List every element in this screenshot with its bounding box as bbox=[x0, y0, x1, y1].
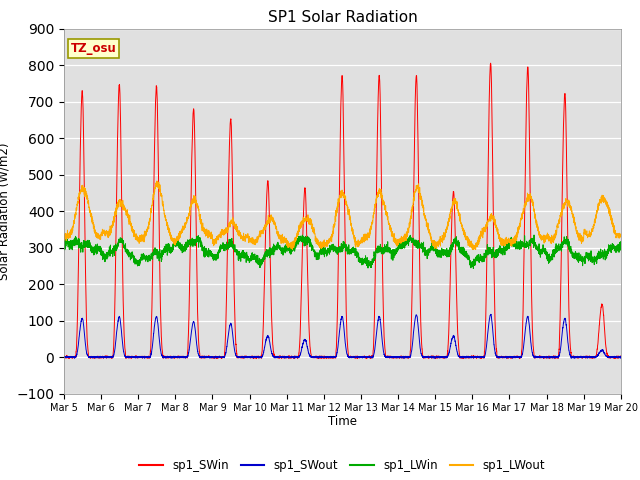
sp1_LWout bbox=[322, 242, 330, 248]
sp1_SWin bbox=[616, 354, 624, 360]
sp1_SWout bbox=[160, 354, 168, 360]
sp1_SWout bbox=[322, 354, 330, 360]
sp1_SWin bbox=[322, 355, 330, 360]
sp1_LWin bbox=[499, 252, 507, 258]
sp1_SWin bbox=[436, 355, 444, 360]
sp1_LWout bbox=[60, 233, 68, 239]
sp1_SWin bbox=[487, 60, 495, 66]
sp1_LWin bbox=[530, 232, 538, 238]
sp1_LWin bbox=[470, 265, 477, 271]
sp1_LWin bbox=[60, 241, 68, 247]
sp1_LWin bbox=[616, 247, 624, 253]
sp1_SWin bbox=[60, 354, 68, 360]
Legend: sp1_SWin, sp1_SWout, sp1_LWin, sp1_LWout: sp1_SWin, sp1_SWout, sp1_LWin, sp1_LWout bbox=[134, 454, 550, 477]
Line: sp1_LWin: sp1_LWin bbox=[64, 235, 621, 268]
sp1_LWin bbox=[160, 248, 168, 253]
Line: sp1_LWout: sp1_LWout bbox=[64, 181, 621, 250]
sp1_SWout bbox=[487, 312, 495, 317]
sp1_SWout bbox=[436, 355, 444, 360]
sp1_SWout bbox=[168, 355, 176, 361]
Y-axis label: Solar Radiation (W/m2): Solar Radiation (W/m2) bbox=[0, 143, 11, 280]
sp1_SWin bbox=[467, 354, 475, 360]
sp1_SWout bbox=[60, 354, 68, 360]
sp1_LWin bbox=[436, 252, 444, 258]
sp1_SWout bbox=[616, 355, 624, 361]
Title: SP1 Solar Radiation: SP1 Solar Radiation bbox=[268, 10, 417, 25]
sp1_SWout bbox=[499, 355, 507, 360]
sp1_SWin bbox=[62, 355, 70, 361]
sp1_SWin bbox=[161, 353, 168, 359]
sp1_LWout bbox=[469, 247, 477, 252]
sp1_LWin bbox=[467, 262, 475, 267]
sp1_LWout bbox=[161, 211, 168, 217]
sp1_SWin bbox=[499, 354, 507, 360]
sp1_SWin bbox=[617, 353, 625, 359]
sp1_SWout bbox=[617, 353, 625, 359]
X-axis label: Time: Time bbox=[328, 415, 357, 428]
sp1_LWout bbox=[467, 244, 475, 250]
sp1_LWin bbox=[322, 248, 330, 253]
Line: sp1_SWout: sp1_SWout bbox=[64, 314, 621, 358]
sp1_LWin bbox=[617, 247, 625, 252]
sp1_LWout bbox=[616, 234, 624, 240]
Text: TZ_osu: TZ_osu bbox=[70, 42, 116, 55]
sp1_SWout bbox=[467, 354, 475, 360]
sp1_LWout bbox=[617, 233, 625, 239]
Line: sp1_SWin: sp1_SWin bbox=[64, 63, 621, 358]
sp1_LWout bbox=[436, 243, 444, 249]
sp1_LWout bbox=[153, 178, 161, 184]
sp1_LWout bbox=[499, 242, 507, 248]
